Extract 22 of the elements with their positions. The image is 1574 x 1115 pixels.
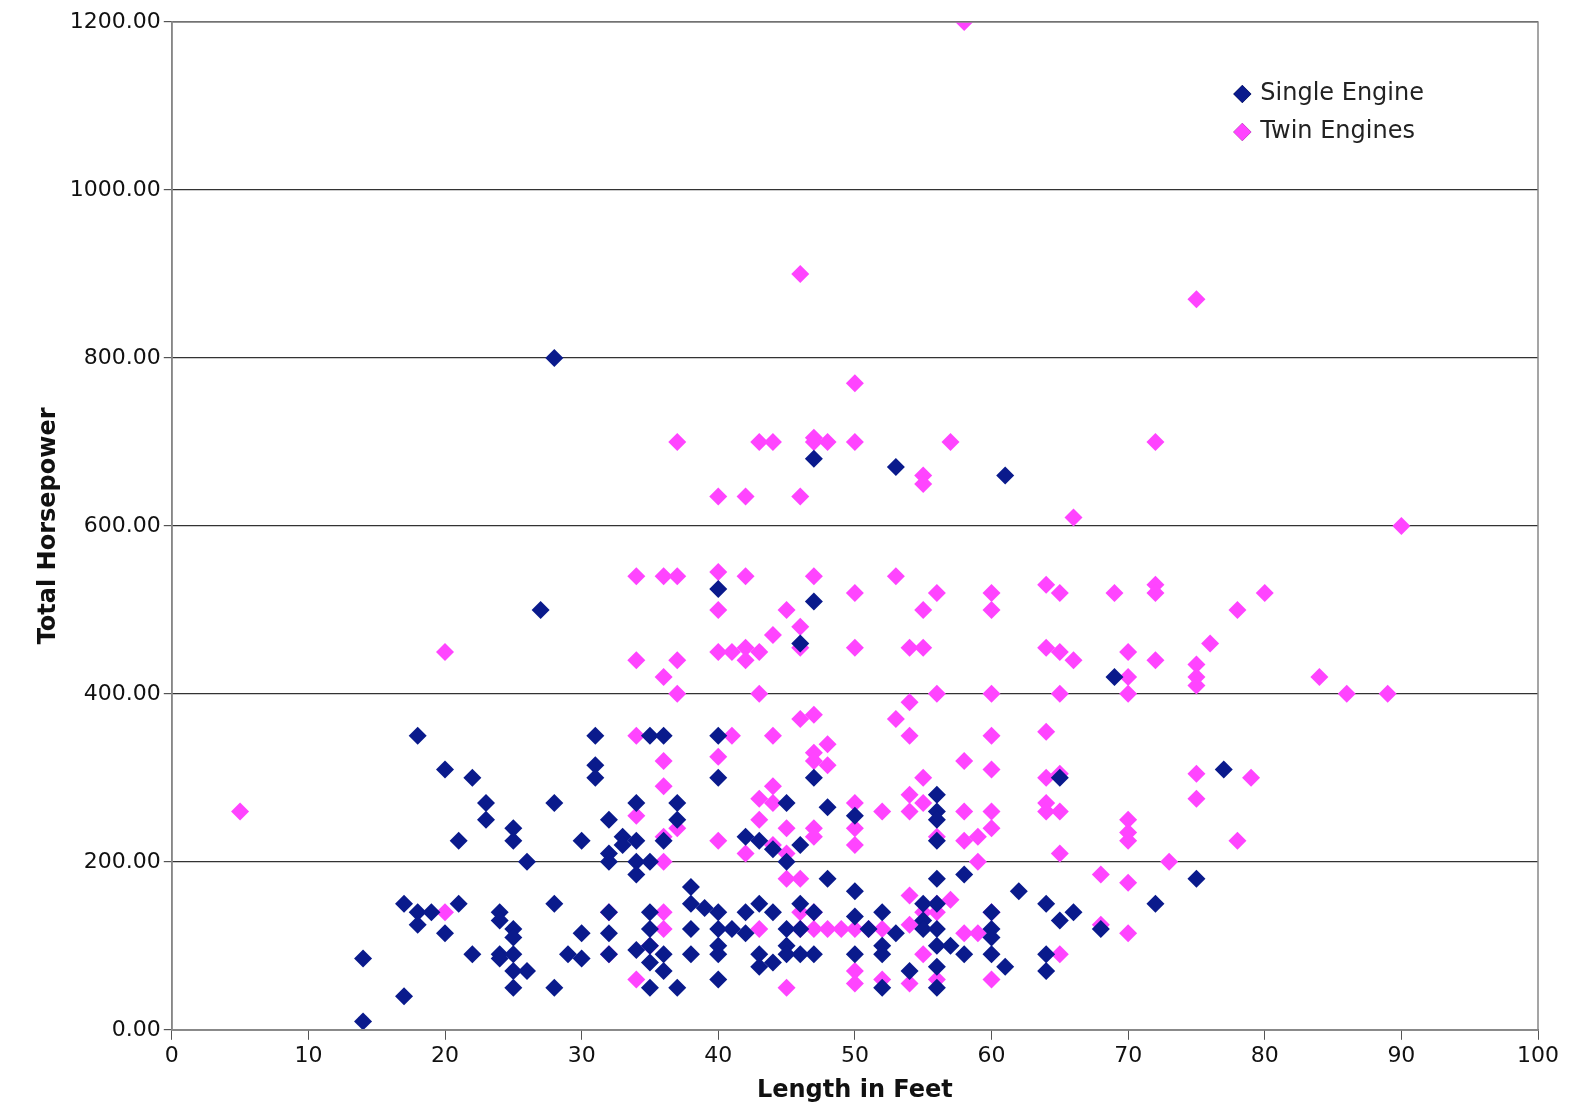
x-tick-label: 30 xyxy=(567,1041,596,1067)
y-tick-label: 1200.00 xyxy=(69,7,161,33)
y-tick-label: 200.00 xyxy=(83,847,161,873)
x-tick-label: 70 xyxy=(1114,1041,1143,1067)
x-tick-label: 10 xyxy=(294,1041,323,1067)
x-tick-label: 100 xyxy=(1517,1041,1559,1067)
x-tick-label: 20 xyxy=(431,1041,460,1067)
x-tick-label: 50 xyxy=(840,1041,869,1067)
x-tick-label: 80 xyxy=(1250,1041,1279,1067)
y-tick-label: 400.00 xyxy=(83,679,161,705)
x-tick-label: 40 xyxy=(704,1041,733,1067)
legend-label: Single Engine xyxy=(1260,78,1425,107)
x-axis-title: Length in Feet xyxy=(756,1074,953,1103)
y-tick-label: 1000.00 xyxy=(69,175,161,201)
y-axis-title: Total Horsepower xyxy=(32,407,61,645)
y-tick-label: 600.00 xyxy=(83,511,161,537)
x-tick-label: 60 xyxy=(977,1041,1006,1067)
x-tick-label: 90 xyxy=(1387,1041,1416,1067)
x-tick-label: 0 xyxy=(164,1041,179,1067)
legend-label: Twin Engines xyxy=(1259,116,1415,145)
y-tick-label: 800.00 xyxy=(83,343,161,369)
y-tick-label: 0.00 xyxy=(111,1015,161,1041)
